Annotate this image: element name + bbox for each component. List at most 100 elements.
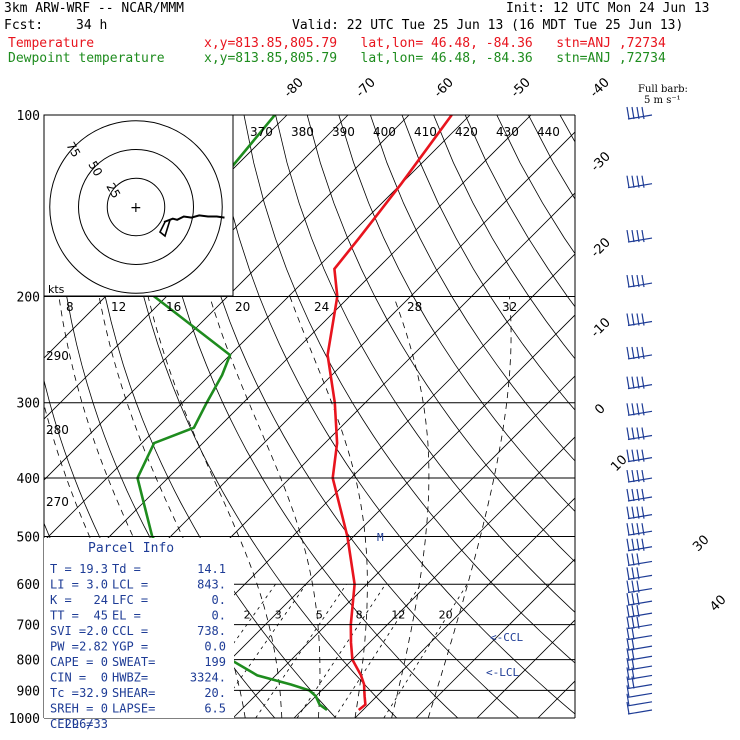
wind-barb [626,538,653,552]
parcel-info-cell: 0 [101,655,108,669]
pressure-tick-label: 900 [17,684,40,699]
isotherm-label: -60 [431,75,457,101]
parcel-info-cell: TT = [50,609,79,623]
parcel-info-cell: 6.5 [204,702,226,716]
dry-adiabat-line [592,115,740,718]
parcel-info-row: LI = 3.0 LCL = 843. [50,578,226,592]
temperature-scale-label: 32 [502,300,517,314]
parcel-info-row: SREH = 0 LAPSE= 6.5 [50,702,226,716]
isotherm-label: 40 [707,593,729,615]
parcel-info-cell: Tc = [50,686,79,700]
mixing-ratio-line [212,583,307,718]
parcel-info-cell: YGP = [112,640,148,654]
dry-adiabat-line [243,115,575,664]
mixing-ratio-label: 20 [439,609,453,622]
wind-barb [626,616,653,630]
parcel-info-row: PW = 2.82 YGP = 0.0 [50,640,226,654]
wind-barb [626,701,653,715]
wind-barb [626,580,653,594]
dry-adiabat-line [559,115,575,143]
parcel-info-row: SVI = 2.0 CCL = 738. [50,624,226,638]
parcel-info-cell: LCL = [112,578,148,592]
hodograph-units-label: kts [48,283,65,296]
wind-barb [626,175,653,189]
forecast-label: Fcst: [4,18,44,33]
wind-barb [626,638,653,651]
mixing-ratio-label: 2 [244,609,251,622]
parcel-info-cell: CIN = [50,671,86,685]
temperature-scale-label: 20 [235,300,250,314]
parcel-info-cell: LFC = [112,593,148,607]
parcel-info-cell: 14.1 [197,562,226,576]
hodograph-ring-label: 50 [85,159,105,179]
parcel-info-cell: 738. [197,624,226,638]
theta-side-label: 290 [46,349,69,363]
mixing-ratio-label: 3 [275,609,282,622]
wind-barb [626,403,653,416]
parcel-info-cell: 0 [101,702,108,716]
theta-label: 410 [414,125,437,139]
profile-annotation: <-LCL [486,666,519,679]
parcel-info-cell: 24 [94,593,108,607]
mixing-ratio-label: 5 [316,609,323,622]
wind-barb [626,523,653,536]
theta-label: 400 [373,125,396,139]
mixing-ratio-label: 12 [391,609,405,622]
mixing-ratio-label: 8 [356,609,363,622]
wind-barb [626,274,653,288]
isotherm-label: 30 [690,533,712,555]
parcel-info-cell: 0 [101,671,108,685]
hodograph-ring [78,149,194,265]
forecast-hour: 34 h [76,18,108,33]
hodograph-loop [158,219,171,238]
temperature-scale-label: 16 [166,300,181,314]
wind-barb [626,488,653,502]
wind-barb [626,685,653,698]
isotherm-label: -80 [281,75,307,101]
parcel-info-title: Parcel Info [88,541,174,556]
hodograph-ring [106,177,166,237]
parcel-info-cell: 19.3 [79,562,108,576]
parcel-info-row: TT = 45 EL = 0. [50,609,226,623]
parcel-info-cell: 3.0 [86,578,108,592]
wind-barb [626,506,653,520]
dry-adiabat-line [275,115,575,613]
isotherm-line [44,115,471,542]
temperature-scale-label: 8 [66,300,74,314]
pressure-tick-label: 600 [17,578,40,593]
temperature-scale-label: 28 [407,300,422,314]
parcel-info-cell: SWEAT= [112,655,155,669]
isotherm-line [44,115,349,420]
theta-side-label: 280 [46,423,69,437]
parcel-info-cell: K = [50,593,72,607]
wind-barb [626,567,653,580]
isotherm-line [44,115,410,481]
parcel-info-cell: 296/33 [65,717,108,731]
pressure-tick-label: 1000 [9,712,40,727]
parcel-info-row: CELL =296/33 [50,717,108,731]
theta-label: 420 [455,125,478,139]
wind-barb [626,605,653,618]
dewpoint-location: x,y=813.85,805.79 lat,lon= 46.48, -84.36… [204,51,666,66]
wind-barb [626,593,653,606]
dry-adiabat-line [496,115,575,255]
wind-barb [626,553,653,567]
parcel-info-cell: 0. [212,609,226,623]
wind-barb [626,106,653,120]
moist-adiabat-line [427,296,512,718]
hodograph-trace [163,214,225,223]
parcel-info-cell: 0.0 [204,640,226,654]
parcel-info-cell: SHEAR= [112,686,155,700]
dry-adiabat-line [370,115,575,462]
parcel-info-cell: LI = [50,578,79,592]
isotherm-label: -10 [588,315,614,341]
parcel-info-cell: PW = [50,640,79,654]
hodograph-ring-label: 25 [103,181,123,201]
parcel-info-row: K = 24 LFC = 0. [50,593,226,607]
wind-barb [626,449,653,463]
parcel-info-cell: 2.0 [86,624,108,638]
parcel-info-row: T = 19.3 Td = 14.1 [50,562,226,576]
parcel-info-cell: CAPE = [50,655,93,669]
parcel-info-cell: T = [50,562,72,576]
